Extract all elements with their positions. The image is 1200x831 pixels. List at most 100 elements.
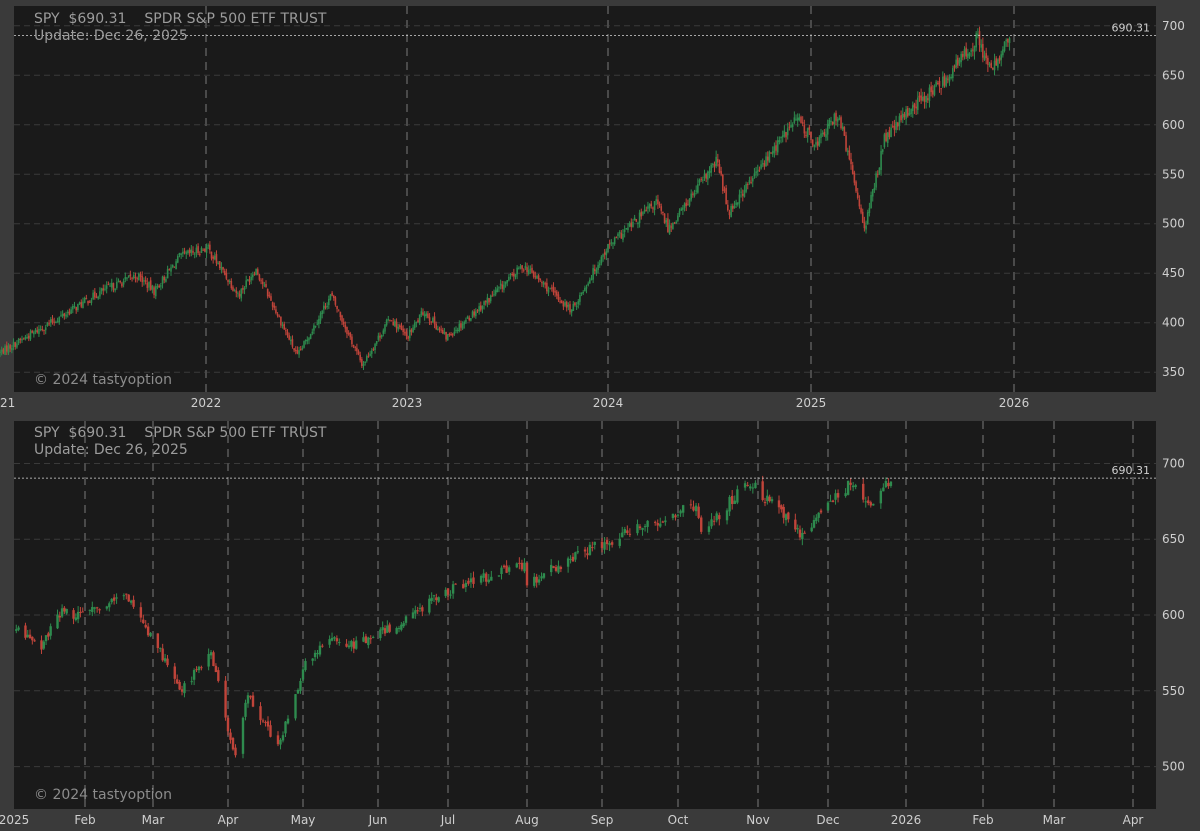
candle-body [715,156,717,167]
candle-body [698,180,701,183]
candle-body [854,485,857,487]
candle-body [261,281,264,285]
candle-body [415,321,418,323]
candle-body [347,645,351,648]
x-tick-label: Oct [668,813,689,827]
x-tick-label: Jul [440,813,455,827]
candle-body [703,173,706,178]
candle-body [127,594,130,602]
candle-body [970,49,972,52]
update-label-top: Update: Dec 26, 2025 [34,28,188,44]
candle-body [332,295,335,298]
candle-body [925,96,927,103]
plot-area-top[interactable]: 690.31 SPY $690.31 SPDR S&P 500 ETF TRUST… [0,6,1156,392]
candle-body [178,681,181,690]
y-tick-label: 700 [1162,19,1185,33]
candle-body [869,502,872,506]
candle-body [910,109,912,114]
candle-body [395,628,398,634]
candle-body [362,637,365,642]
candle-body [345,643,348,647]
candle-body [756,170,759,172]
candle-body [39,329,42,331]
candle-body [418,607,422,609]
candle-body [142,619,145,624]
candle-body [881,149,884,152]
candle-body [78,302,81,305]
candle-body [825,134,827,138]
candle-body [141,276,144,283]
candle-body [677,215,679,221]
candle-body [306,339,309,342]
candle-body [9,344,11,349]
watermark-bottom: © 2024 tastyoption [34,787,172,803]
last-price-label: 690.31 [1112,21,1151,34]
candle-body [967,53,969,58]
candle-body [420,311,423,315]
candle-body [43,330,45,332]
candle-body [730,205,732,218]
candle-body [195,669,198,671]
candle-body [286,331,289,336]
candle-body [316,323,319,325]
candle-body [648,204,651,209]
candle-body [304,340,307,342]
candle-body [511,273,513,276]
candle-body [866,212,869,224]
candle-body [491,295,494,297]
candle-body [849,482,852,485]
candle-body [453,331,456,335]
candle-body [132,599,135,607]
candle-body [858,199,861,207]
candle-body [765,156,767,167]
candle-body [347,333,350,335]
candle-body [371,636,375,638]
candle-body [761,481,764,500]
candle-body [122,595,126,597]
candle-body [985,53,987,59]
candle-body [552,286,555,293]
candle-body [741,193,744,196]
candle-body [887,482,890,487]
candle-body [413,323,416,328]
candle-body [982,43,984,58]
candle-body [27,335,30,339]
candle-body [471,311,474,318]
candle-body [836,493,840,498]
candle-body [794,519,797,530]
candle-body [375,341,378,344]
candle-body [49,626,52,636]
candle-body [318,319,320,325]
candle-body [354,346,357,348]
candle-body [370,350,373,354]
candle-body [451,334,454,336]
candle-body [864,501,867,503]
plot-area-bottom[interactable]: 690.31 SPY $690.31 SPDR S&P 500 ETF TRUST… [14,421,1156,809]
candle-body [270,296,272,301]
candle-body [736,202,739,205]
candle-body [193,253,196,255]
candle-body [364,636,368,644]
candle-body [416,610,419,612]
candle-body [815,142,817,145]
candle-body [156,286,159,288]
candle-body [623,229,626,233]
candle-body [818,137,821,146]
candle-body [217,263,219,265]
candle-body [335,638,339,642]
candle-body [544,283,547,285]
candle-body [158,285,160,288]
x-tick-label: 2024 [593,396,624,410]
candle-body [450,333,452,336]
candle-body [352,641,356,649]
candle-body [725,510,729,521]
candle-body [72,610,75,619]
candle-body [541,282,543,284]
candle-body [584,288,586,292]
y-axis-top: 350 400 450 500 550 600 650 700 [1156,6,1200,392]
candle-body [446,588,450,595]
candle-body [283,323,285,330]
candle-body [921,96,924,101]
candle-body [940,88,942,90]
candle-body [132,275,135,279]
